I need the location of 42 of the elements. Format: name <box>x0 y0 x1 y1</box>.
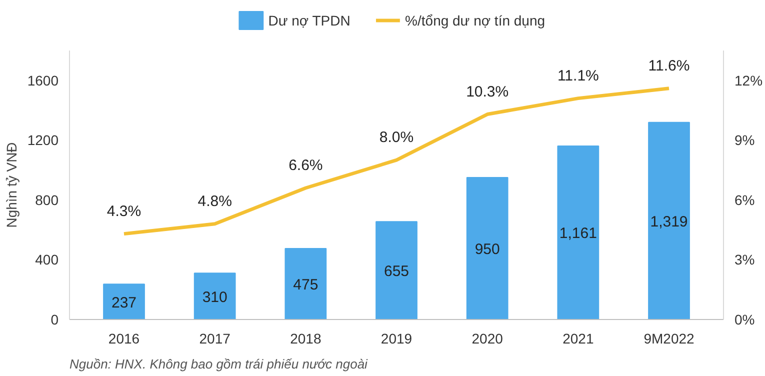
y2-tick-label: 0% <box>734 312 755 328</box>
data-label: 1,319 <box>650 213 688 230</box>
bar <box>284 248 327 320</box>
y2-tick-label: 6% <box>734 192 755 208</box>
data-label: 475 <box>293 276 318 294</box>
data-label: 4.3% <box>106 202 142 220</box>
data-label: 11.6% <box>648 57 690 74</box>
y-tick-label: 1600 <box>27 72 59 88</box>
x-tick-label: 2020 <box>472 330 504 346</box>
x-tick-label: 2018 <box>290 330 322 346</box>
data-label: 6.6% <box>288 156 323 174</box>
x-tick-label: 2021 <box>562 330 594 346</box>
data-label: 10.3% <box>466 83 509 100</box>
x-tick-label: 2019 <box>380 330 412 346</box>
bar <box>103 284 145 320</box>
text: Nguồn: HNX. Không bao gồm trái phiếu nước ngoài <box>70 356 369 372</box>
x-tick-label: 9M2022 <box>644 330 695 346</box>
y2-tick-label: 12% <box>734 72 763 88</box>
y-tick-label: 800 <box>35 192 59 208</box>
data-label: 237 <box>111 294 137 312</box>
data-label: 8.0% <box>379 129 414 146</box>
data-label: 655 <box>384 263 410 280</box>
y-axis-title: Nghìn tỷ VNĐ <box>3 142 20 228</box>
y2-tick-label: 3% <box>734 252 755 268</box>
bar <box>376 221 418 320</box>
data-label: 950 <box>474 241 500 258</box>
y-tick-label: 400 <box>35 252 59 268</box>
data-label: 310 <box>202 288 228 306</box>
legend-label: Dư nợ TPDN <box>268 12 350 28</box>
data-label: 1,161 <box>559 225 597 242</box>
legend-label: %/tổng dư nợ tín dụng <box>405 12 546 28</box>
data-label: 11.1% <box>557 67 599 84</box>
data-label: 4.8% <box>198 192 232 210</box>
y-tick-label: 0 <box>50 312 59 328</box>
bar <box>194 272 236 320</box>
bar <box>557 145 600 320</box>
y-tick-label: 1200 <box>27 132 59 148</box>
bar <box>648 122 690 320</box>
x-tick-label: 2017 <box>199 330 231 346</box>
y2-tick-label: 9% <box>734 132 755 148</box>
x-tick-label: 2016 <box>108 330 140 346</box>
bar <box>466 177 508 320</box>
